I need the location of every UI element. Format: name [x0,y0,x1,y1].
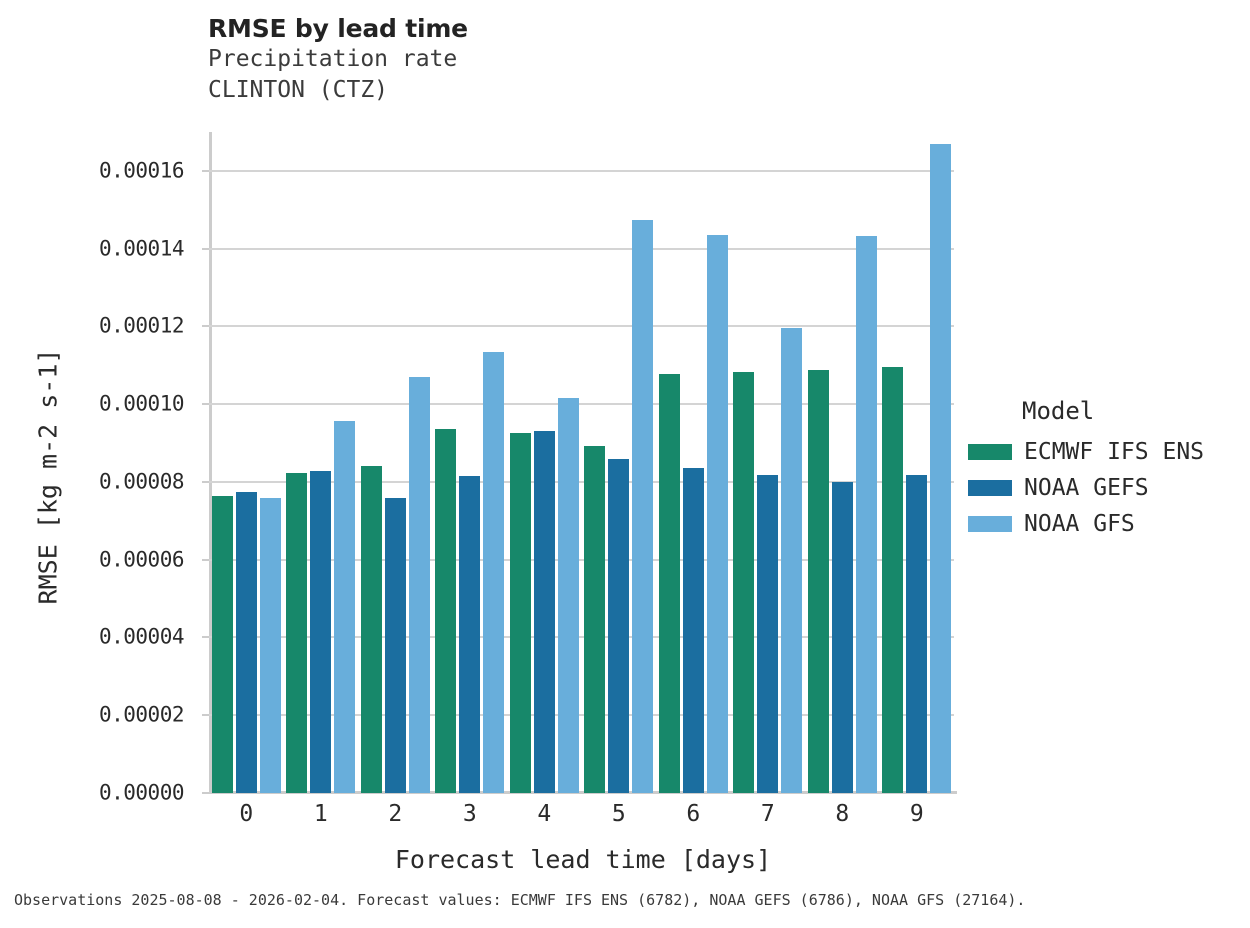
x-axis-tick-label: 0 [239,801,254,827]
bar[interactable] [807,370,829,793]
x-axis-line [209,791,957,794]
legend-item-label: NOAA GEFS [1024,474,1149,501]
bar[interactable] [459,476,481,793]
legend-title: Model [1022,397,1095,425]
y-axis-tick-mark [202,247,209,250]
y-axis-tick-label: 0.00012 [98,313,185,338]
x-axis-tick-label: 1 [313,801,328,827]
gridline [209,714,954,717]
y-axis-tick-label: 0.00014 [98,236,185,261]
bar[interactable] [706,235,728,793]
bar[interactable] [384,497,406,793]
bar[interactable] [286,472,308,793]
bar[interactable] [781,327,803,793]
y-axis-tick-mark [202,480,209,483]
y-axis-tick-mark [202,636,209,639]
gridline [209,247,954,250]
bar[interactable] [757,474,779,793]
bar[interactable] [930,143,952,793]
x-axis-tick-label: 3 [462,801,477,827]
bar[interactable] [360,466,382,793]
plot-area [202,132,954,794]
legend-item-label: NOAA GFS [1024,510,1135,537]
y-axis-tick-label: 0.00008 [98,469,185,494]
bar[interactable] [259,497,281,793]
x-axis-title: Forecast lead time [days] [394,845,772,874]
x-axis-tick-label: 7 [760,801,775,827]
bar[interactable] [211,495,233,793]
bar[interactable] [483,352,505,793]
legend-swatch-icon [968,516,1012,532]
bar[interactable] [831,481,853,793]
legend-item-2[interactable]: NOAA GFS [968,506,1248,542]
y-axis-tick-label: 0.00002 [98,702,185,727]
gridline [209,480,954,483]
y-axis-tick-label: 0.00010 [98,391,185,416]
y-axis-tick-label: 0.00004 [98,624,185,649]
legend: Model ECMWF IFS ENS NOAA GEFS NOAA GFS [968,396,1248,542]
gridline [209,325,954,328]
y-axis-tick-label: 0.00016 [98,158,185,183]
x-axis-tick-label: 9 [909,801,924,827]
x-axis-tick-label: 6 [686,801,701,827]
bar[interactable] [682,468,704,793]
legend-item-label: ECMWF IFS ENS [1024,438,1205,465]
bar[interactable] [658,374,680,793]
y-axis-title: RMSE [kg m-2 s-1] [33,348,63,605]
y-axis-tick-mark [202,714,209,717]
bar[interactable] [310,471,332,793]
bar[interactable] [608,458,630,793]
y-axis-tick-labels: 0.00000 0.00002 0.00004 0.00006 0.00008 0.000… [0,132,196,803]
x-axis-tick-label: 8 [835,801,850,827]
bar[interactable] [855,236,877,793]
bar[interactable] [733,372,755,793]
bar[interactable] [557,397,579,793]
legend-swatch-icon [968,480,1012,496]
bar[interactable] [334,420,356,793]
y-axis-tick-mark [202,169,209,172]
bar[interactable] [533,430,555,793]
chart-subtitle: Precipitation rate [208,46,458,72]
bar[interactable] [235,492,257,793]
y-axis-tick-mark [202,325,209,328]
legend-items: ECMWF IFS ENS NOAA GEFS NOAA GFS [968,434,1248,542]
chart-location-subtitle: CLINTON (CTZ) [208,77,389,103]
x-axis-tick-label: 4 [537,801,552,827]
title-block: RMSE by lead time Precipitation rate CLI… [208,14,948,106]
bar[interactable] [906,475,928,793]
y-axis-tick-mark [202,403,209,406]
footer-note: Observations 2025-08-08 - 2026-02-04. Fo… [14,891,1026,909]
bar[interactable] [584,446,606,793]
y-axis-line [209,132,212,793]
page-title: RMSE by lead time [208,14,468,43]
bar[interactable] [509,433,531,793]
x-axis-tick-label: 5 [611,801,626,827]
gridline [209,403,954,406]
legend-item-0[interactable]: ECMWF IFS ENS [968,434,1248,470]
bar[interactable] [632,219,654,793]
gridline [209,169,954,172]
bar[interactable] [435,428,457,793]
gridline [209,558,954,561]
gridline [209,636,954,639]
legend-swatch-icon [968,444,1012,460]
y-axis-tick-label: 0.00000 [98,780,185,805]
bar[interactable] [882,366,904,793]
bar[interactable] [408,376,430,793]
legend-item-1[interactable]: NOAA GEFS [968,470,1248,506]
x-axis-tick-labels: 0 1 2 3 4 5 6 7 8 9 [209,800,954,834]
y-axis-tick-label: 0.00006 [98,547,185,572]
x-axis-tick-label: 2 [388,801,403,827]
y-axis-tick-mark [202,792,209,794]
y-axis-tick-mark [202,558,209,561]
